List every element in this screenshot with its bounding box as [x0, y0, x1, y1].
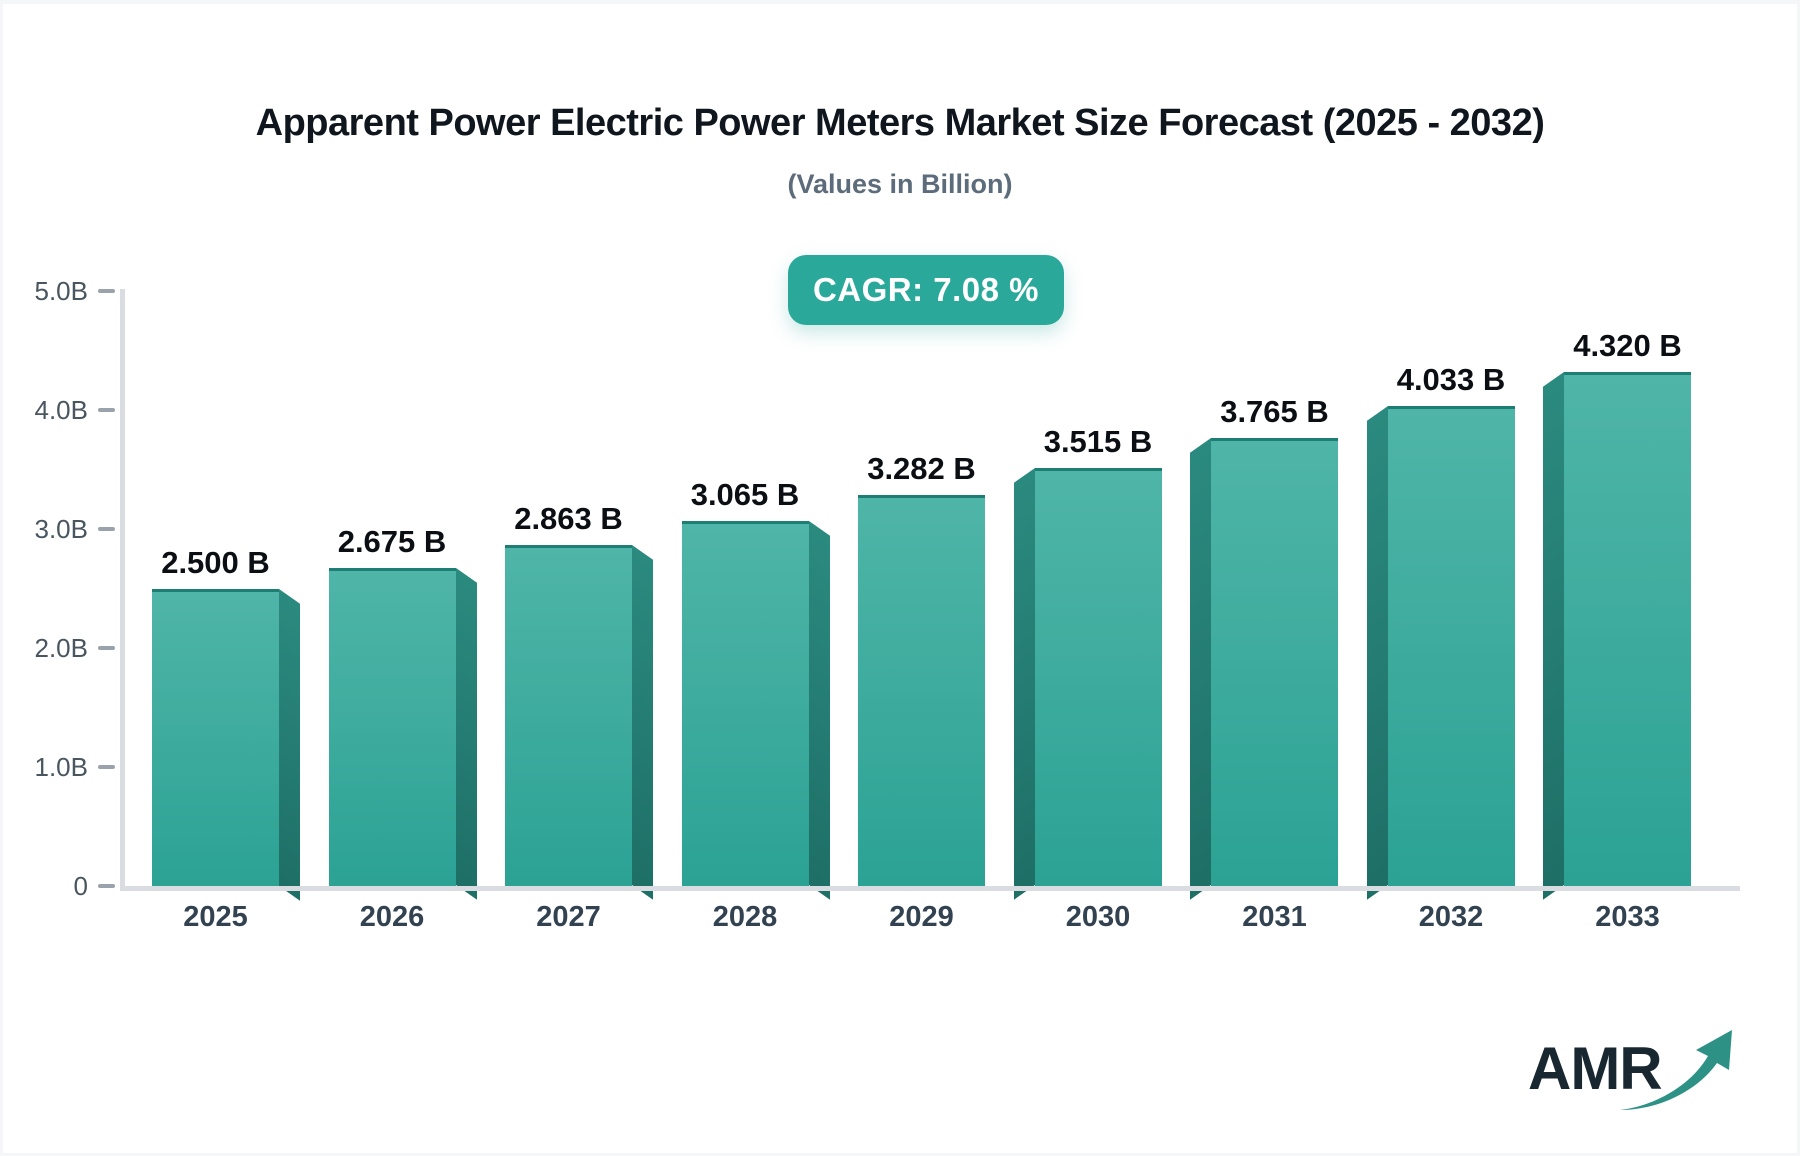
- bar-value-label: 4.320 B: [1573, 327, 1682, 363]
- bar-2026: [328, 567, 456, 889]
- bar-side-face: [279, 588, 300, 900]
- y-axis-tick-mark: [98, 527, 115, 531]
- bar-side-face: [1190, 437, 1211, 900]
- bar-value-label: 3.765 B: [1220, 393, 1329, 429]
- y-axis-tick-mark: [98, 646, 115, 650]
- bar-2030: [1034, 467, 1162, 889]
- y-axis-tick-label: 1.0B: [34, 752, 89, 782]
- x-axis-label-2026: 2026: [359, 901, 425, 933]
- y-axis-tick-mark: [98, 408, 115, 412]
- bar-side-face: [1543, 371, 1564, 900]
- x-axis-label-2027: 2027: [536, 901, 601, 933]
- cagr-badge-label: CAGR: 7.08 %: [812, 271, 1040, 308]
- y-axis-tick-label: 5.0B: [34, 276, 89, 306]
- y-axis-tick-mark: [98, 765, 115, 769]
- bar-value-label: 3.282 B: [867, 451, 976, 487]
- y-axis-tick-mark: [98, 289, 115, 293]
- bar-side-face: [632, 545, 653, 900]
- growth-arrow-icon: [1620, 1030, 1732, 1110]
- y-axis-tick-label: 3.0B: [34, 514, 89, 544]
- y-axis-tick-label: 0: [73, 871, 88, 901]
- bar-value-label: 3.065 B: [690, 477, 800, 513]
- bar-side-face: [1013, 467, 1035, 900]
- bar-2029: [858, 495, 985, 889]
- x-axis-baseline: [120, 886, 1740, 891]
- bar-value-label: 2.500 B: [161, 544, 270, 580]
- brand-logo-text: AMR: [1528, 1035, 1663, 1102]
- bar-2025: [152, 588, 279, 889]
- bar-2031: [1211, 437, 1338, 889]
- bar-2028: [681, 521, 809, 889]
- x-axis-label-2032: 2032: [1418, 901, 1484, 933]
- bar-side-face: [1366, 406, 1388, 900]
- bar-value-label: 2.675 B: [337, 523, 447, 559]
- x-axis-label-2029: 2029: [889, 901, 954, 933]
- y-axis-tick-label: 2.0B: [34, 633, 89, 663]
- x-axis-label-2031: 2031: [1242, 901, 1307, 933]
- x-axis-label-2033: 2033: [1595, 901, 1660, 933]
- bar-side-face: [455, 567, 477, 900]
- bar-2027: [505, 545, 632, 889]
- bar-side-face: [808, 521, 830, 900]
- bar-value-label: 2.863 B: [514, 501, 623, 537]
- page-title: Apparent Power Electric Power Meters Mar…: [255, 102, 1545, 144]
- y-axis-line: [120, 289, 125, 888]
- bar-2032: [1387, 406, 1515, 889]
- cagr-badge: CAGR: 7.08 %: [788, 255, 1064, 325]
- page-subtitle: (Values in Billion): [787, 169, 1013, 199]
- y-axis-tick-mark: [98, 884, 115, 888]
- bar-value-label: 4.033 B: [1396, 362, 1506, 398]
- x-axis-label-2028: 2028: [712, 901, 778, 933]
- brand-logo: AMR: [1520, 1026, 1750, 1116]
- bar-value-label: 3.515 B: [1043, 423, 1153, 459]
- y-axis-tick-label: 4.0B: [34, 395, 89, 425]
- x-axis-label-2025: 2025: [183, 901, 248, 933]
- x-axis-label-2030: 2030: [1065, 901, 1131, 933]
- bar-2033: [1564, 371, 1691, 889]
